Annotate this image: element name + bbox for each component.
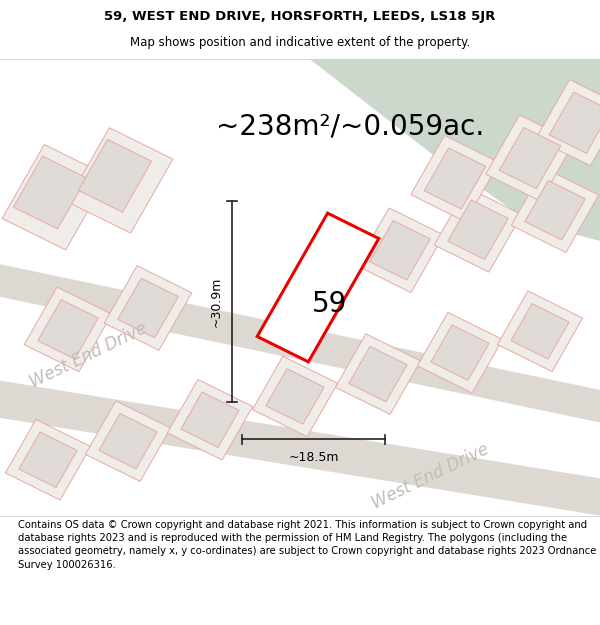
Polygon shape (2, 144, 108, 250)
Polygon shape (349, 346, 407, 402)
Polygon shape (266, 369, 324, 424)
Polygon shape (118, 278, 178, 338)
Polygon shape (448, 200, 508, 259)
Polygon shape (0, 264, 600, 422)
Text: West End Drive: West End Drive (26, 319, 149, 392)
Text: Map shows position and indicative extent of the property.: Map shows position and indicative extent… (130, 36, 470, 49)
Polygon shape (5, 419, 91, 500)
Polygon shape (335, 334, 421, 414)
Text: ~18.5m: ~18.5m (288, 451, 339, 464)
Polygon shape (370, 221, 430, 280)
Polygon shape (104, 266, 192, 350)
Text: ~30.9m: ~30.9m (209, 276, 223, 327)
Polygon shape (181, 392, 239, 448)
Polygon shape (19, 432, 77, 488)
Polygon shape (511, 168, 599, 252)
Polygon shape (499, 127, 561, 189)
Polygon shape (356, 208, 444, 292)
Polygon shape (486, 115, 574, 201)
Polygon shape (310, 59, 600, 241)
Polygon shape (167, 379, 253, 460)
Polygon shape (24, 287, 112, 372)
Polygon shape (536, 79, 600, 166)
Polygon shape (79, 139, 152, 212)
Polygon shape (0, 381, 600, 516)
Polygon shape (67, 127, 173, 233)
Polygon shape (253, 356, 338, 437)
Text: Contains OS data © Crown copyright and database right 2021. This information is : Contains OS data © Crown copyright and d… (18, 520, 596, 569)
Polygon shape (549, 92, 600, 153)
Polygon shape (99, 414, 157, 469)
Polygon shape (497, 291, 583, 371)
Text: 59, WEST END DRIVE, HORSFORTH, LEEDS, LS18 5JR: 59, WEST END DRIVE, HORSFORTH, LEEDS, LS… (104, 10, 496, 23)
Text: ~238m²/~0.059ac.: ~238m²/~0.059ac. (216, 112, 484, 141)
Polygon shape (13, 156, 86, 229)
Polygon shape (525, 181, 585, 240)
Polygon shape (411, 136, 499, 222)
Text: 59: 59 (313, 290, 347, 318)
Polygon shape (511, 304, 569, 359)
Polygon shape (434, 188, 522, 272)
Polygon shape (418, 312, 503, 393)
Polygon shape (38, 299, 98, 359)
Polygon shape (85, 401, 170, 481)
Polygon shape (257, 213, 379, 362)
Polygon shape (431, 325, 489, 381)
Polygon shape (424, 148, 486, 209)
Text: West End Drive: West End Drive (368, 441, 491, 512)
